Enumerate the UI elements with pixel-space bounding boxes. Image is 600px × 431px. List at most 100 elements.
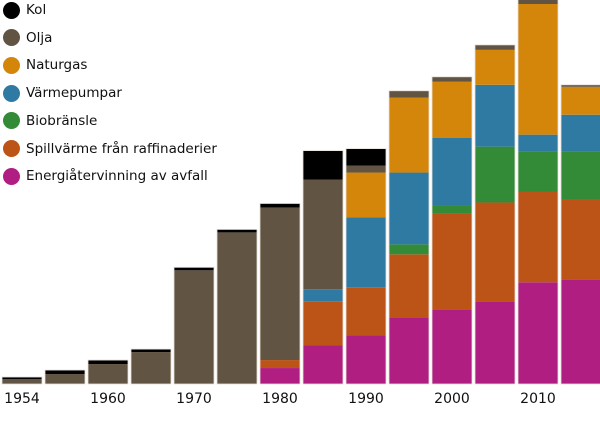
bar-outline xyxy=(474,44,516,385)
x-tick-label: 1970 xyxy=(176,391,212,407)
bar-segment xyxy=(260,360,300,369)
bar-segment xyxy=(475,301,515,384)
bar-segment xyxy=(432,213,472,310)
bar-segment xyxy=(260,368,300,384)
bar-segment xyxy=(389,317,429,384)
bar-segment xyxy=(389,172,429,245)
legend-label: Värmepumpar xyxy=(26,85,122,102)
bar-stack xyxy=(388,90,430,385)
bar-stack xyxy=(302,150,344,385)
bar-segment xyxy=(346,172,386,218)
x-tick-label: 1990 xyxy=(348,391,384,407)
legend-item: Värmepumpar xyxy=(3,83,122,103)
legend-swatch xyxy=(3,84,20,102)
bar-segment xyxy=(432,309,472,384)
bar-segment xyxy=(475,202,515,302)
bar-segment xyxy=(518,3,558,135)
bar-segment xyxy=(518,191,558,283)
bar-segment xyxy=(303,289,343,302)
bar-outline xyxy=(431,76,473,385)
bar-segment xyxy=(88,364,128,384)
bar-segment xyxy=(2,377,42,380)
legend-item: Spillvärme från raffinaderier xyxy=(3,139,217,159)
legend-swatch xyxy=(3,167,20,185)
bar-segment xyxy=(389,254,429,318)
legend-label: Olja xyxy=(26,29,53,46)
bar-segment xyxy=(518,134,558,152)
bar-segment xyxy=(174,267,214,271)
x-tick-label: 1980 xyxy=(262,391,298,407)
bar-outline xyxy=(1,376,43,385)
x-tick-label: 2010 xyxy=(520,391,556,407)
bar-stack xyxy=(44,369,86,385)
legend-item: Olja xyxy=(3,28,52,48)
bar-outline xyxy=(302,150,344,385)
bar-stack xyxy=(130,348,172,385)
bar-segment xyxy=(432,205,472,214)
bar-segment xyxy=(389,97,429,173)
bar-segment xyxy=(217,229,257,233)
bar-segment xyxy=(303,345,343,384)
bar-outline xyxy=(44,369,86,385)
bar-segment xyxy=(432,76,472,82)
bar-segment xyxy=(88,360,128,365)
bar-segment xyxy=(432,137,472,206)
bar-segment xyxy=(518,151,558,192)
legend-swatch xyxy=(3,1,20,19)
bar-segment xyxy=(561,86,600,115)
bar-stack xyxy=(431,76,473,385)
legend-label: Biobränsle xyxy=(26,112,98,129)
bar-segment xyxy=(131,352,171,384)
bar-segment xyxy=(303,301,343,346)
bar-segment xyxy=(217,232,257,384)
bar-outline xyxy=(87,359,129,385)
bar-outline xyxy=(517,0,559,385)
bar-segment xyxy=(346,165,386,173)
bar-outline xyxy=(388,90,430,385)
bar-outline xyxy=(345,148,387,385)
bar-outline xyxy=(259,203,301,385)
bar-segment xyxy=(561,151,600,200)
bar-segment xyxy=(131,349,171,353)
legend-swatch xyxy=(3,112,20,130)
bar-segment xyxy=(45,370,85,375)
bar-segment xyxy=(561,84,600,87)
bar-segment xyxy=(346,217,386,288)
legend-item: Naturgas xyxy=(3,55,87,75)
bar-segment xyxy=(561,279,600,384)
x-tick-label: 1954 xyxy=(4,391,40,407)
bar-segment xyxy=(475,44,515,50)
bar-segment xyxy=(260,207,300,361)
legend-item: Biobränsle xyxy=(3,111,97,131)
bar-segment xyxy=(2,379,42,384)
bar-segment xyxy=(518,0,558,4)
bar-stack xyxy=(1,376,43,385)
legend-label: Naturgas xyxy=(26,57,88,74)
bar-outline xyxy=(173,266,215,385)
bar-segment xyxy=(346,335,386,384)
bar-segment xyxy=(346,148,386,166)
bar-segment xyxy=(561,199,600,280)
x-tick-label: 1960 xyxy=(90,391,126,407)
bars xyxy=(1,0,600,385)
bar-segment xyxy=(475,84,515,147)
bar-segment xyxy=(303,179,343,290)
bar-stack xyxy=(560,84,600,385)
bar-stack xyxy=(345,148,387,385)
bar-outline xyxy=(560,84,600,385)
bar-segment xyxy=(346,287,386,336)
bar-segment xyxy=(561,114,600,152)
bar-segment xyxy=(260,203,300,208)
legend-item: Kol xyxy=(3,0,46,20)
bar-stack xyxy=(517,0,559,385)
bar-stack xyxy=(216,229,258,385)
bar-segment xyxy=(45,374,85,384)
bar-segment xyxy=(174,270,214,384)
legend-label: Kol xyxy=(26,2,47,18)
bar-segment xyxy=(518,282,558,384)
x-tick-label: 2000 xyxy=(434,391,470,407)
bar-stack xyxy=(87,359,129,385)
bar-outline xyxy=(130,348,172,385)
legend-label: Spillvärme från raffinaderier xyxy=(26,140,217,157)
